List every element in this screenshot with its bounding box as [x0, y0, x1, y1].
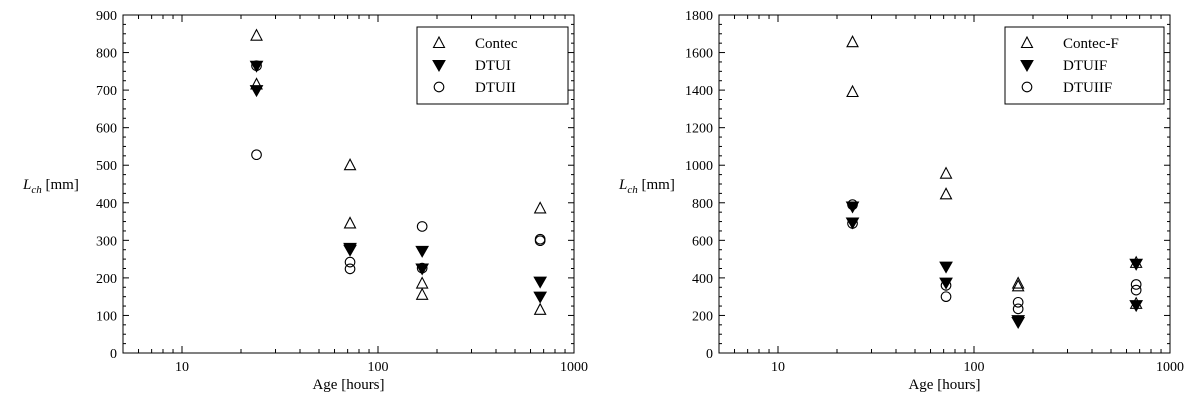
y-axis-label-unit: [mm] [42, 177, 79, 193]
data-point [939, 277, 953, 290]
data-point [845, 217, 860, 230]
data-point [344, 256, 356, 268]
data-point [939, 187, 953, 200]
legend-marker [432, 35, 446, 49]
data-point [939, 261, 953, 274]
data-point [416, 221, 428, 232]
data-point [1130, 279, 1142, 290]
y-tick-label: 400 [96, 197, 117, 212]
y-tick-label: 500 [96, 159, 117, 174]
legend-marker [1020, 60, 1034, 73]
series-dtuiif [847, 199, 1142, 315]
data-point [1011, 276, 1025, 289]
data-point [344, 263, 356, 275]
legend-label: DTUIF [1063, 58, 1107, 74]
data-point [1130, 284, 1142, 296]
data-point [846, 84, 859, 98]
y-tick-label: 400 [692, 272, 713, 287]
x-tick-label: 100 [964, 360, 985, 375]
series-contec [250, 28, 547, 315]
data-point [251, 60, 262, 72]
legend-marker [432, 60, 446, 73]
x-tick-label: 100 [368, 360, 389, 375]
x-tick-label: 1000 [560, 360, 588, 375]
legend-box [1004, 26, 1165, 105]
x-axis-label: Age [hours] [908, 377, 980, 393]
data-point [343, 158, 357, 171]
data-point [249, 85, 264, 98]
x-tick-label: 1000 [1156, 360, 1184, 375]
legend-marker [433, 81, 445, 93]
y-axis-label: Lch [mm] [22, 177, 79, 196]
y-tick-label: 0 [110, 347, 117, 362]
data-point [415, 245, 430, 258]
data-point [533, 276, 548, 289]
data-point [1012, 296, 1024, 308]
data-point [533, 291, 548, 304]
data-point [251, 149, 262, 161]
data-point [847, 199, 858, 211]
data-point [250, 28, 263, 41]
data-point [1129, 300, 1144, 313]
legend-marker [1021, 81, 1033, 93]
data-point [534, 235, 546, 247]
y-axis-label-sub: ch [627, 184, 638, 196]
y-axis-label-main: L [618, 177, 627, 193]
data-point [416, 262, 428, 274]
y-tick-label: 100 [96, 309, 117, 324]
y-tick-label: 1000 [685, 159, 713, 174]
data-point [847, 218, 858, 229]
legend-label: Contec [475, 36, 518, 52]
data-point [846, 35, 859, 48]
legend: Contec DTUI DTUII [416, 26, 569, 105]
data-point [940, 291, 952, 303]
data-point [533, 302, 547, 315]
data-point [415, 263, 430, 276]
y-tick-label: 1400 [685, 84, 713, 99]
y-tick-label: 200 [96, 272, 117, 287]
y-tick-label: 600 [96, 122, 117, 137]
data-point [940, 280, 952, 291]
chart-right: 10 100 1000 0 200 400 600 800 1000 1200 1400 1600 18… [618, 9, 1184, 393]
data-point [415, 276, 429, 289]
data-point [343, 244, 357, 257]
data-point [343, 216, 357, 229]
data-point [1129, 258, 1144, 271]
x-tick-label: 10 [175, 360, 189, 375]
data-point [845, 201, 860, 214]
y-axis-label-sub: ch [31, 184, 42, 196]
series-dtuii [251, 60, 546, 275]
data-point [1011, 279, 1025, 292]
legend-marker [1020, 35, 1034, 49]
legend-label: DTUII [475, 80, 516, 96]
x-tick-label: 10 [771, 360, 785, 375]
chart-left: 10 100 1000 0 100 200 300 400 500 600 700 800 900 Age… [22, 9, 588, 393]
y-tick-label: 800 [692, 197, 713, 212]
y-tick-label: 300 [96, 234, 117, 249]
y-tick-label: 900 [96, 9, 117, 24]
y-tick-label: 200 [692, 309, 713, 324]
y-tick-label: 1800 [685, 9, 713, 24]
series-dtuif [845, 201, 1144, 330]
y-tick-label: 1200 [685, 122, 713, 137]
y-tick-label: 0 [706, 347, 713, 362]
y-tick-label: 800 [96, 47, 117, 62]
data-point [533, 201, 547, 214]
y-tick-label: 700 [96, 84, 117, 99]
data-point [939, 166, 953, 179]
x-axis-label: Age [hours] [312, 377, 384, 393]
y-tick-label: 1600 [685, 47, 713, 62]
y-axis-label: Lch [mm] [618, 177, 675, 196]
data-point [415, 287, 429, 300]
y-tick-label: 600 [692, 234, 713, 249]
legend-label: DTUIIF [1063, 80, 1112, 96]
legend-label: DTUI [475, 58, 511, 74]
y-axis-label-main: L [22, 177, 31, 193]
legend: Contec-F DTUIF DTUIIF [1004, 26, 1165, 105]
data-point [1012, 303, 1024, 315]
y-axis-label-unit: [mm] [638, 177, 675, 193]
legend-label: Contec-F [1063, 36, 1119, 52]
data-point [1011, 317, 1026, 330]
